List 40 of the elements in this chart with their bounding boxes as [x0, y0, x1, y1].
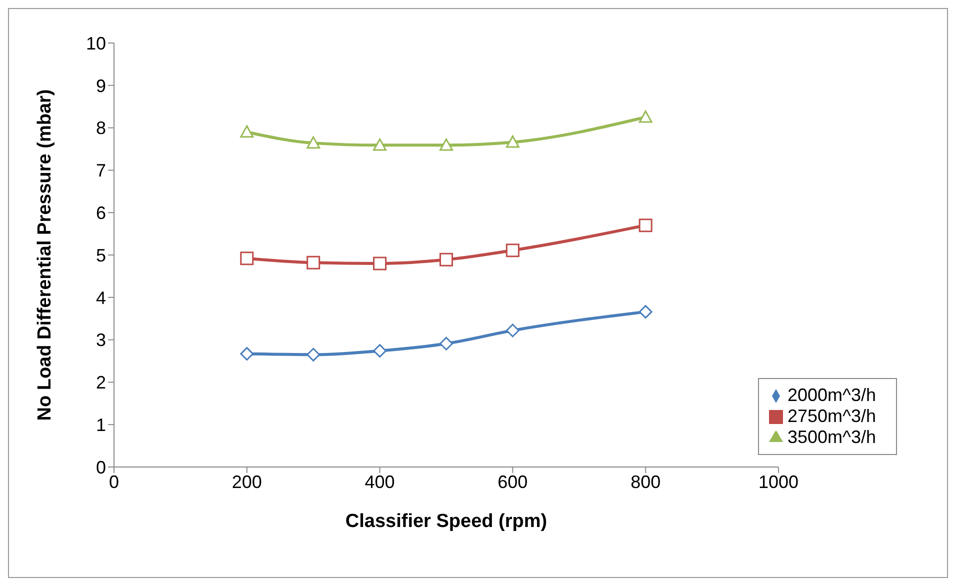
- x-tick-label: 0: [108, 472, 120, 492]
- y-tick-label: 5: [96, 245, 106, 266]
- legend-label: 3500m^3/h: [787, 427, 876, 447]
- point: [638, 218, 652, 232]
- y-tick-label: 0: [96, 457, 106, 478]
- x-tick-label: 1000: [758, 472, 799, 492]
- x-axis-title: Classifier Speed (rpm): [345, 511, 548, 532]
- point: [439, 138, 453, 151]
- y-tick-label: 9: [96, 76, 106, 96]
- x-tick-label: 800: [630, 472, 661, 492]
- x-tick-label: 400: [364, 472, 395, 492]
- y-tick-label: 10: [86, 33, 106, 54]
- y-tick-label: 4: [96, 288, 106, 308]
- point: [373, 344, 387, 358]
- point: [306, 348, 320, 362]
- point: [373, 138, 387, 151]
- x-tick-label: 200: [232, 472, 262, 492]
- y-tick-label: 7: [96, 160, 106, 181]
- point: [506, 244, 520, 258]
- point: [306, 136, 320, 149]
- y-axis-title: No Load Differential Pressure (mbar): [34, 89, 56, 421]
- point: [240, 125, 254, 138]
- legend-label: 2750m^3/h: [787, 406, 876, 426]
- legend-label: 2000m^3/h: [787, 385, 876, 405]
- point: [506, 324, 520, 338]
- point: [638, 305, 652, 319]
- point: [638, 110, 652, 123]
- x-tick-label: 600: [498, 472, 528, 492]
- y-tick-label: 1: [96, 414, 106, 435]
- point: [439, 336, 453, 350]
- point: [240, 347, 254, 361]
- y-tick-label: 2: [96, 372, 106, 393]
- point: [306, 256, 320, 270]
- y-tick-label: 3: [96, 330, 106, 350]
- point: [373, 256, 387, 270]
- point: [240, 252, 254, 266]
- point: [506, 135, 520, 148]
- point: [439, 252, 453, 266]
- y-tick-label: 6: [96, 202, 106, 223]
- y-tick-label: 8: [96, 118, 106, 138]
